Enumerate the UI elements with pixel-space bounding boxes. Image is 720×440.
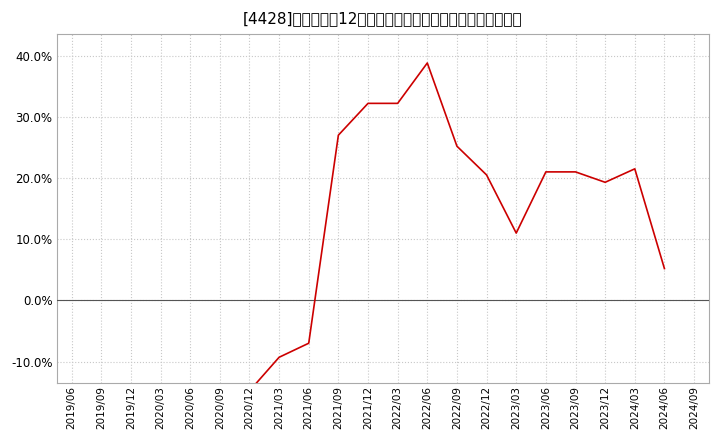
Title: [4428]　売上高の12か月移動合計の対前年同期増減率の推移: [4428] 売上高の12か月移動合計の対前年同期増減率の推移 <box>243 11 523 26</box>
